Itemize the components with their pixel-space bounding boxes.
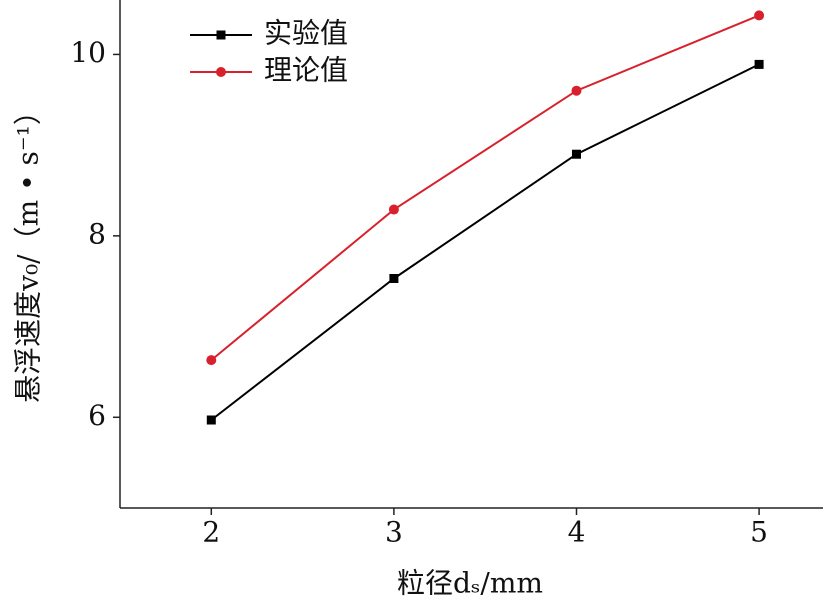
x-tick-label: 4 [568,516,586,549]
marker [206,355,217,366]
legend-label: 实验值 [264,17,348,50]
legend-label: 理论值 [264,54,348,87]
marker [389,273,399,283]
y-axis-label: 悬浮速度v₀/（m • s⁻¹） [12,97,45,403]
series-line [210,14,760,361]
legend-marker [216,30,226,40]
x-tick-label: 3 [385,516,403,549]
marker [388,204,399,215]
y-tick-label: 8 [88,217,106,250]
x-axis-label: 粒径dₛ/mm [397,567,543,600]
marker [571,149,581,159]
series-line [210,63,760,421]
marker [754,10,765,21]
marker [206,415,216,425]
x-tick-label: 5 [750,516,768,549]
x-tick-label: 2 [202,516,220,549]
marker [571,85,582,96]
y-tick-label: 6 [88,399,106,432]
legend-marker [216,67,226,77]
y-tick-label: 10 [70,36,106,69]
marker [754,59,764,69]
